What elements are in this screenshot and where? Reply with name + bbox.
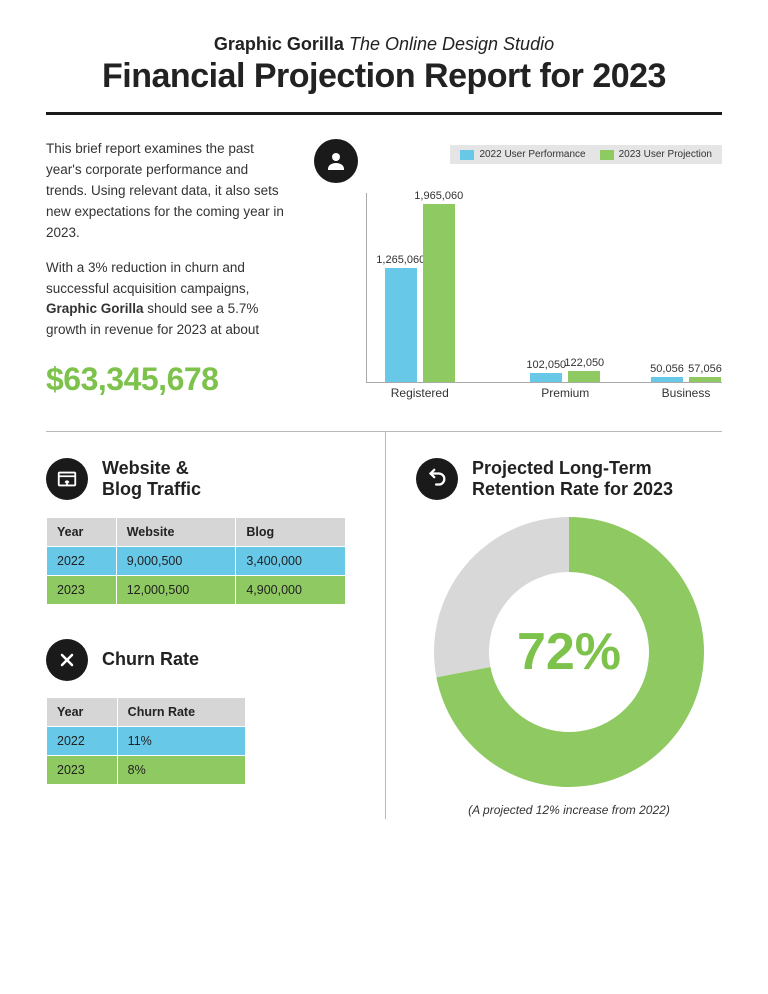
bar-2023: 122,050 [568,371,600,382]
table-row: 20238% [47,756,245,784]
bar-value: 57,056 [688,363,722,375]
table-header-cell: Year [47,518,116,546]
header-divider [46,112,722,115]
right-column: Projected Long-TermRetention Rate for 20… [386,432,722,819]
bar-value: 1,265,060 [376,254,425,266]
retention-footnote: (A projected 12% increase from 2022) [468,803,670,817]
table-header-row: YearWebsiteBlog [47,518,345,546]
chart-legend: 2022 User Performance 2023 User Projecti… [450,145,722,164]
bar-group: 102,050122,050Premium [530,371,600,382]
bar-2022: 102,050 [530,373,562,382]
bar-value: 102,050 [526,359,566,371]
table-header-cell: Blog [236,518,345,546]
company-name: Graphic Gorilla [214,34,344,54]
intro-paragraph-2: With a 3% reduction in churn and success… [46,258,286,342]
summary-row: This brief report examines the past year… [46,139,722,405]
table-row: 202312,000,5004,900,000 [47,576,345,604]
legend-swatch-a [460,150,474,160]
left-column: Website &Blog Traffic YearWebsiteBlog202… [46,432,386,819]
table-header-row: YearChurn Rate [47,698,245,726]
churn-title: Churn Rate [102,649,199,671]
bar-group: 1,265,0601,965,060Registered [385,204,455,382]
browser-icon [46,458,88,500]
retention-donut: 72% [434,517,704,787]
legend-item-2022: 2022 User Performance [460,149,585,160]
traffic-heading: Website &Blog Traffic [46,458,365,501]
revenue-figure: $63,345,678 [46,355,286,405]
retention-donut-wrap: 72% (A projected 12% increase from 2022) [416,517,722,817]
table-cell: 12,000,500 [117,576,236,604]
traffic-table: YearWebsiteBlog20229,000,5003,400,000202… [46,517,346,605]
table-cell: 2022 [47,547,116,575]
bar-2022: 1,265,060 [385,268,417,382]
donut-center: 72% [434,517,704,787]
churn-table: YearChurn Rate202211%20238% [46,697,246,785]
bar-2022: 50,056 [651,377,683,382]
legend-swatch-b [600,150,614,160]
table-cell: 3,400,000 [236,547,345,575]
churn-heading: Churn Rate [46,639,365,681]
report-header: Graphic Gorilla The Online Design Studio… [46,34,722,96]
bar-value: 50,056 [650,363,684,375]
intro-text: This brief report examines the past year… [46,139,286,405]
back-arrow-icon [416,458,458,500]
retention-title: Projected Long-TermRetention Rate for 20… [472,458,673,501]
table-header-cell: Year [47,698,117,726]
bar-group: 50,05657,056Business [651,377,721,382]
chart-plot-area: 1,265,0601,965,060Registered102,050122,0… [366,193,722,383]
table-cell: 8% [118,756,245,784]
close-icon [46,639,88,681]
table-cell: 2022 [47,727,117,755]
table-cell: 4,900,000 [236,576,345,604]
bar-value: 1,965,060 [414,190,463,202]
retention-percent: 72% [517,622,621,682]
company-tagline: The Online Design Studio [349,34,554,54]
table-header-cell: Website [117,518,236,546]
table-cell: 9,000,500 [117,547,236,575]
intro-paragraph-1: This brief report examines the past year… [46,139,286,244]
company-line: Graphic Gorilla The Online Design Studio [46,34,722,55]
user-icon [314,139,358,183]
table-cell: 11% [118,727,245,755]
table-row: 202211% [47,727,245,755]
bar-value: 122,050 [564,357,604,369]
table-header-cell: Churn Rate [118,698,245,726]
table-cell: 2023 [47,576,116,604]
bottom-row: Website &Blog Traffic YearWebsiteBlog202… [46,432,722,819]
report-title: Financial Projection Report for 2023 [46,57,722,96]
table-row: 20229,000,5003,400,000 [47,547,345,575]
bar-2023: 57,056 [689,377,721,382]
category-label: Business [662,386,711,400]
traffic-title: Website &Blog Traffic [102,458,201,501]
table-cell: 2023 [47,756,117,784]
legend-item-2023: 2023 User Projection [600,149,712,160]
user-chart: 2022 User Performance 2023 User Projecti… [314,139,722,405]
category-label: Registered [391,386,449,400]
bar-2023: 1,965,060 [423,204,455,382]
category-label: Premium [541,386,589,400]
retention-heading: Projected Long-TermRetention Rate for 20… [416,458,722,501]
